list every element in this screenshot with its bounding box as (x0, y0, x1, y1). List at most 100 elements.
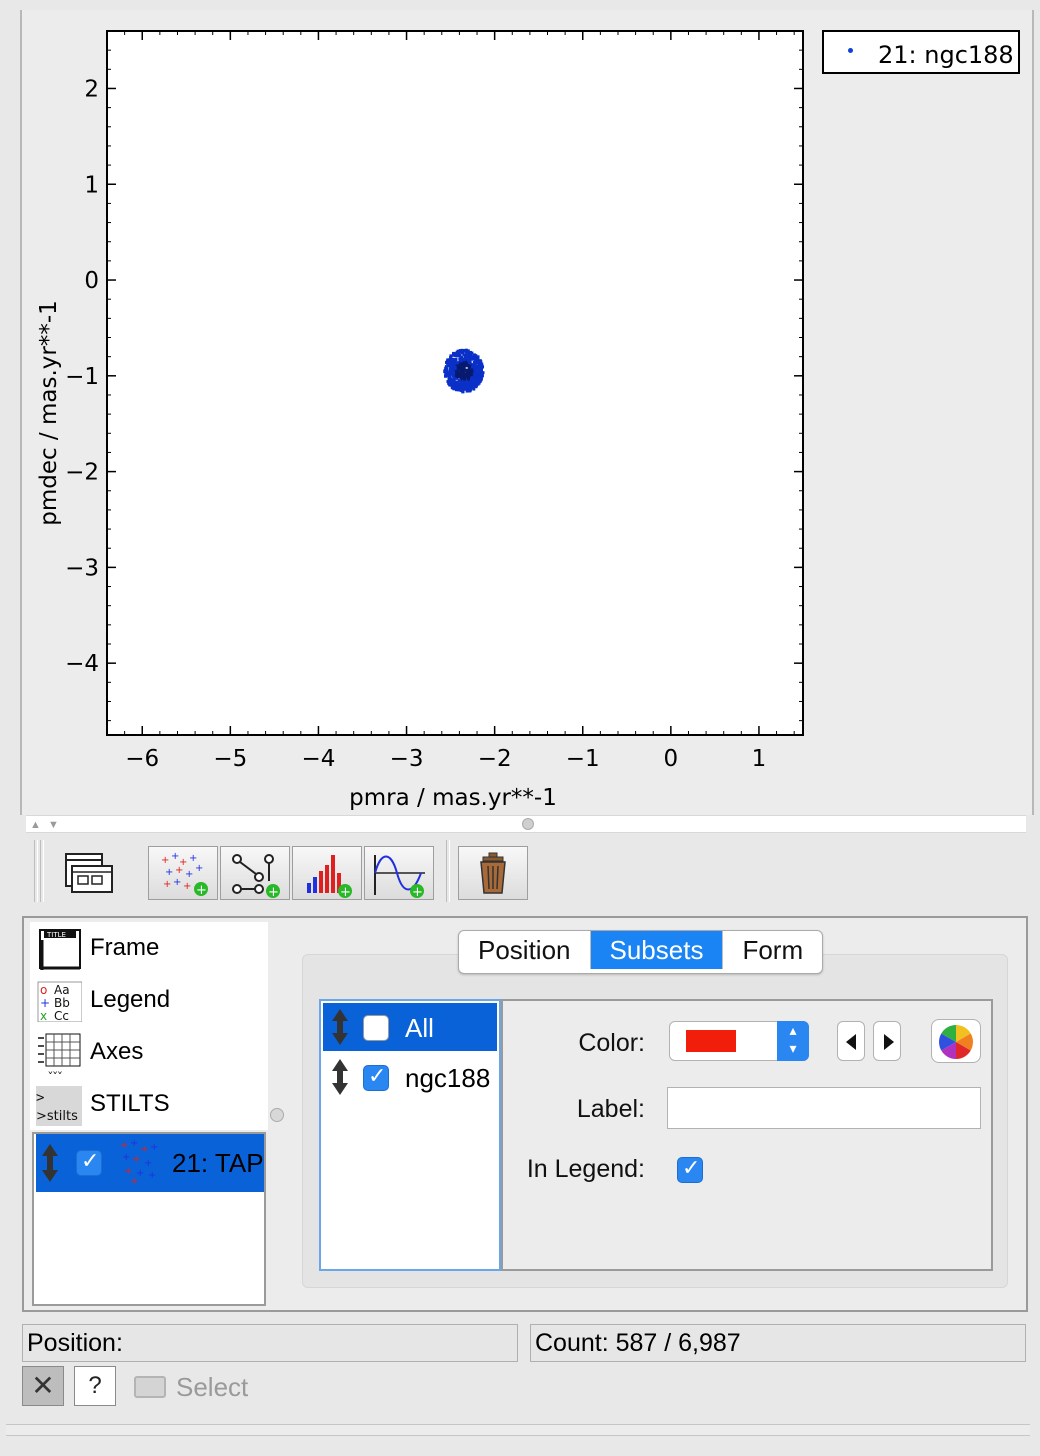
scatter-point (446, 364, 450, 368)
color-wheel-icon (939, 1025, 973, 1059)
add-histogram-plot-icon: + (307, 855, 352, 900)
scatter-point (452, 353, 456, 357)
svg-text:+: + (183, 881, 191, 892)
scatter-point (448, 383, 452, 387)
select-button[interactable]: Select (132, 1368, 292, 1406)
tab-position[interactable]: Position (459, 931, 591, 969)
scatter-point (453, 365, 457, 369)
delete-layer-button[interactable] (458, 846, 528, 900)
drag-handle-icon[interactable] (331, 1059, 349, 1095)
trash-icon (480, 852, 506, 894)
color-chooser-button[interactable] (931, 1019, 981, 1063)
scatter-point (467, 381, 471, 385)
layer-item-axes[interactable]: xxx Axes (30, 1026, 268, 1078)
add-function-plot-button[interactable]: + (364, 846, 434, 900)
scatter-point (474, 381, 478, 385)
scatter-point (466, 382, 470, 386)
scatter-point (477, 368, 481, 372)
scatter-point (455, 367, 459, 371)
scatter-point (463, 377, 467, 381)
scatter-point (455, 388, 459, 392)
label-input[interactable] (667, 1087, 981, 1129)
collapse-down-icon[interactable]: ▼ (48, 819, 59, 831)
scatter-point (466, 372, 470, 376)
scatter-point (460, 367, 464, 371)
scatter-point (466, 368, 470, 372)
toolbar-separator (34, 840, 38, 902)
scatter-point (464, 368, 468, 372)
add-histogram-plot-button[interactable]: + (292, 846, 362, 900)
series-ngc188-points (443, 348, 485, 394)
scatter-point (462, 371, 466, 375)
scatter-point (459, 376, 463, 380)
scatter-point (449, 367, 453, 371)
close-button[interactable]: ✕ (22, 1366, 64, 1406)
scatter-point (474, 385, 478, 389)
tab-form[interactable]: Form (742, 935, 804, 965)
help-button[interactable]: ? (74, 1366, 116, 1406)
add-pair-plot-button[interactable]: + (220, 846, 290, 900)
add-position-plot-button[interactable]: + + + + + + + + + + + + (148, 846, 218, 900)
scatter-point (472, 387, 476, 391)
subset-style-panel: Color: ▴ ▾ (501, 999, 993, 1271)
scatter-point (444, 365, 448, 369)
list-divider-knob[interactable] (270, 1108, 284, 1122)
add-function-plot-icon: + (374, 855, 425, 900)
previous-color-button[interactable] (837, 1021, 865, 1061)
svg-text:+: + (122, 1152, 130, 1163)
scatter-point (456, 380, 460, 384)
collapse-up-icon[interactable]: ▲ (30, 819, 41, 831)
subset-checkbox-ngc188[interactable]: ✓ (363, 1064, 389, 1091)
scatter-point (467, 356, 471, 360)
scatter-point (445, 367, 449, 371)
scatter-point (449, 365, 453, 369)
scatter-point (470, 376, 474, 380)
layer-item-legend[interactable]: o + x Aa Bb Cc Legend (30, 974, 268, 1026)
scatter-point (478, 375, 482, 379)
scatter-point (460, 355, 464, 359)
scatter-point (471, 363, 475, 367)
layer-settings-panel: All ✓ ngc188 Color: ▴ ▾ (302, 954, 1008, 1288)
scatter-chart[interactable]: −6 −5 −4 −3 −2 −1 0 1 2 1 0 −1 −2 −3 −4 pmra / mas.yr**… (0, 0, 1040, 815)
in-legend-checkbox[interactable]: ✓ (677, 1156, 703, 1183)
scatter-point (464, 379, 468, 383)
plot-layer-item[interactable]: ✓ + + + + + + + + + + + 21: TAP (36, 1134, 264, 1192)
x-tick-label: −3 (390, 746, 424, 772)
control-panel: TITLE Frame o + x Aa Bb Cc Legend (22, 916, 1028, 1312)
drag-handle-icon[interactable] (331, 1009, 349, 1045)
layer-item-frame[interactable]: TITLE Frame (30, 922, 268, 974)
x-tick-label: −4 (301, 746, 335, 772)
y-tick-label: −2 (65, 460, 99, 486)
horizontal-scrollbar[interactable] (6, 1424, 1030, 1436)
count-readout: Count: 587 / 6,987 (530, 1324, 1026, 1362)
scatter-point (459, 359, 463, 363)
fixed-layer-list: TITLE Frame o + x Aa Bb Cc Legend (30, 922, 268, 1130)
svg-text:+: + (163, 879, 171, 890)
color-select[interactable]: ▴ ▾ (669, 1021, 809, 1061)
next-color-button[interactable] (873, 1021, 901, 1061)
scatter-point (458, 367, 462, 371)
scatter-point (449, 360, 453, 364)
scatter-point (481, 371, 485, 375)
scatter-point (480, 362, 484, 366)
scatter-point (458, 379, 462, 383)
split-pane-divider[interactable]: ▲ ▼ (26, 815, 1026, 833)
drag-handle-icon[interactable] (40, 1144, 60, 1182)
subset-row-all[interactable]: All (323, 1003, 497, 1051)
subset-row-ngc188[interactable]: ✓ ngc188 (323, 1053, 497, 1101)
divider-knob[interactable] (522, 818, 534, 830)
scatter-point (452, 375, 456, 379)
scatter-point (467, 352, 471, 356)
svg-text:+: + (130, 1138, 138, 1149)
svg-text:+: + (165, 867, 173, 878)
tab-subsets[interactable]: Subsets (590, 931, 724, 969)
scatter-point (455, 374, 459, 378)
scatter-point (462, 353, 466, 357)
layer-item-stilts[interactable]: > >stilts STILTS (30, 1078, 268, 1130)
window-icon[interactable] (62, 850, 116, 898)
plot-layer-checkbox[interactable]: ✓ (76, 1149, 102, 1176)
scatter-point (466, 364, 470, 368)
scatter-point (455, 350, 459, 354)
subset-checkbox-all[interactable] (363, 1015, 389, 1041)
scatter-point (479, 368, 483, 372)
